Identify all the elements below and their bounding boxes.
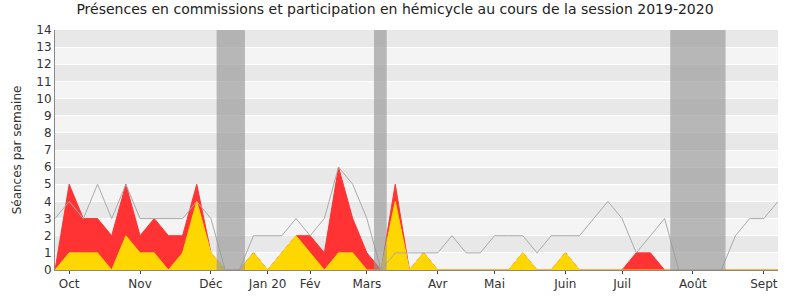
svg-text:Août: Août [679,277,707,291]
svg-text:11: 11 [36,75,51,89]
svg-text:0: 0 [44,263,52,277]
svg-text:13: 13 [36,40,51,54]
svg-text:Présences en commissions et pa: Présences en commissions et participatio… [76,1,713,17]
svg-text:Mars: Mars [352,277,381,291]
svg-text:Jan 20: Jan 20 [248,277,287,291]
svg-text:Mai: Mai [484,277,505,291]
svg-text:Séances par semaine: Séances par semaine [10,86,24,215]
svg-text:6: 6 [44,160,52,174]
svg-text:Avr: Avr [428,277,448,291]
svg-text:10: 10 [36,92,51,106]
svg-text:Juil: Juil [612,277,631,291]
svg-text:3: 3 [44,212,52,226]
svg-text:7: 7 [44,143,52,157]
svg-text:12: 12 [36,57,51,71]
svg-text:1: 1 [44,246,52,260]
svg-text:5: 5 [44,177,52,191]
svg-text:2: 2 [44,229,52,243]
svg-text:Sept: Sept [750,277,778,291]
svg-text:Fév: Fév [300,277,321,291]
svg-text:Déc: Déc [199,277,222,291]
svg-text:Juin: Juin [553,277,576,291]
svg-text:4: 4 [44,195,52,209]
svg-text:9: 9 [44,109,52,123]
svg-text:8: 8 [44,126,52,140]
svg-text:14: 14 [36,23,51,37]
svg-text:Nov: Nov [128,277,151,291]
svg-text:Oct: Oct [59,277,80,291]
